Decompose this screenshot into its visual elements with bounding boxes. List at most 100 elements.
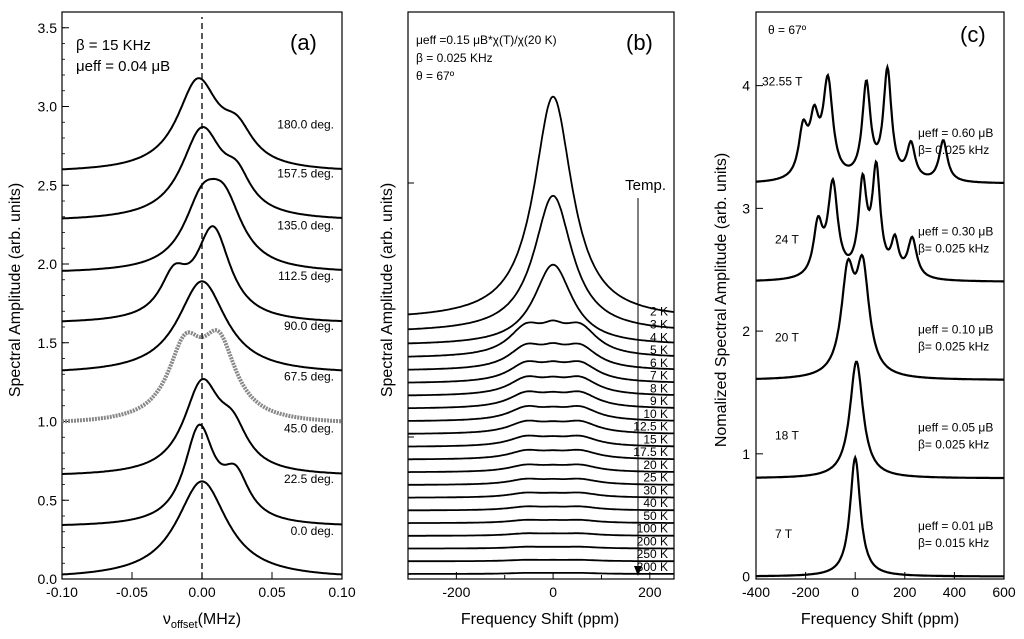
panel-b-temp-label: 15 K bbox=[643, 432, 668, 446]
panel-c-ytick-label: 4 bbox=[742, 78, 750, 94]
panel-b-curve bbox=[408, 477, 674, 486]
panel-c-mu-label: μeff = 0.60 μB bbox=[918, 126, 993, 140]
panel-c-mu-label: μeff = 0.10 μB bbox=[918, 323, 993, 337]
panel-a-xlabel: νoffset(MHz) bbox=[163, 611, 241, 631]
panel-b-info-beta: β = 0.025 KHz bbox=[416, 51, 493, 65]
panel-b-temp-label: 9 K bbox=[650, 394, 668, 408]
panel-b-curve bbox=[408, 491, 674, 499]
panel-a: -0.10 -0.05 0.00 0.05 0.10 0.0 0.5 1.0 1.5 2.0 2.5… bbox=[7, 11, 356, 631]
panel-b-curve bbox=[408, 404, 674, 422]
panel-b-temp-label: 50 K bbox=[643, 509, 668, 523]
panel-a-ytick-label: 2.0 bbox=[38, 256, 58, 272]
panel-a-curve-label: 135.0 deg. bbox=[277, 218, 334, 232]
panel-a-xlabel-unit: (MHz) bbox=[198, 611, 242, 628]
panel-b-temp-label: 300 K bbox=[637, 560, 668, 574]
panel-b-temp-label: 12.5 K bbox=[633, 420, 668, 434]
panel-b-frame bbox=[407, 11, 675, 580]
panel-b-legend: 2 K3 K4 K5 K6 K7 K8 K9 K10 K12.5 K15 K17… bbox=[625, 177, 668, 576]
panel-b: -200 0 200 2 K3 K4 K5 K6 K7 K8 K9 K10 K12.… bbox=[379, 11, 675, 628]
panel-a-curve bbox=[61, 225, 343, 323]
panel-c-beta-label: β= 0.015 kHz bbox=[918, 536, 989, 550]
panel-c-ylabel: Nomalized Spectral Amplitude (arb. units… bbox=[713, 153, 730, 447]
panel-c-label: (c) bbox=[960, 22, 986, 47]
panel-c-mu-label: μeff = 0.30 μB bbox=[918, 224, 993, 238]
panel-c-beta-label: β= 0.025 kHz bbox=[918, 340, 989, 354]
panel-c-beta-label: β= 0.025 kHz bbox=[918, 143, 989, 157]
panel-c-ytick-label: 1 bbox=[742, 446, 750, 462]
panel-a-curve-label: 22.5 deg. bbox=[284, 472, 334, 486]
panel-b-curve bbox=[407, 390, 674, 410]
panel-c-curve bbox=[756, 360, 1004, 480]
panel-b-curves bbox=[407, 95, 675, 575]
panel-c-ytick-label: 3 bbox=[742, 200, 750, 216]
panel-a-ytick-label: 3.0 bbox=[38, 99, 58, 115]
panel-c-field-label: 32.55 T bbox=[762, 75, 803, 89]
panel-c-frame bbox=[755, 11, 1005, 580]
panel-a-info-beta: β = 15 KHz bbox=[76, 37, 151, 54]
panel-b-temp-label: 100 K bbox=[637, 522, 668, 536]
panel-b-temp-label: 8 K bbox=[650, 381, 668, 395]
panel-c-xtick-label: -400 bbox=[742, 584, 770, 600]
panel-b-temp-label: 250 K bbox=[637, 547, 668, 561]
panel-a-ticks: -0.10 -0.05 0.00 0.05 0.10 0.0 0.5 1.0 1.5 2.0 2.5… bbox=[38, 20, 356, 600]
panel-b-label: (b) bbox=[626, 30, 653, 55]
panel-b-curve bbox=[407, 360, 674, 384]
panel-a-xlabel-main: ν bbox=[163, 611, 171, 628]
panel-a-info-mu: μeff = 0.04 μB bbox=[76, 58, 170, 75]
panel-b-temp-label: 7 K bbox=[650, 369, 668, 383]
panel-b-temp-label: 3 K bbox=[650, 318, 668, 332]
panel-b-curve bbox=[408, 448, 674, 461]
panel-b-temp-label: 2 K bbox=[650, 305, 668, 319]
panel-a-curve bbox=[62, 377, 343, 475]
panel-a-ytick-label: 0.0 bbox=[38, 571, 58, 587]
panel-b-curve bbox=[407, 194, 675, 331]
panel-b-temp-label: 25 K bbox=[643, 471, 668, 485]
panel-b-curve bbox=[407, 263, 674, 345]
panel-c-ytick-label: 0 bbox=[742, 569, 750, 585]
panel-b-xlabel: Frequency Shift (ppm) bbox=[461, 611, 619, 628]
panel-b-xtick-label: 200 bbox=[638, 584, 662, 600]
panel-b-curve bbox=[408, 505, 674, 512]
panel-c-info-theta: θ = 67º bbox=[768, 23, 807, 37]
panel-b-temp-label: 4 K bbox=[650, 330, 668, 344]
panel-b-temp-label: 5 K bbox=[650, 343, 668, 357]
panel-b-temp-label: 20 K bbox=[643, 458, 668, 472]
panel-a-curve-label: 90.0 deg. bbox=[284, 319, 334, 333]
panel-b-curve bbox=[408, 434, 674, 448]
panel-a-curve-label: 45.0 deg. bbox=[284, 422, 334, 436]
panel-c-xlabel: Frequency Shift (ppm) bbox=[801, 611, 959, 628]
panel-b-info-mu: μeff =0.15 μB*χ(T)/χ(20 K) bbox=[416, 33, 557, 47]
panel-c-xtick-label: 0 bbox=[851, 584, 859, 600]
panel-c-labels: 7 T μeff = 0.01 μB β= 0.015 kHz 18 T μeff = … bbox=[762, 75, 993, 550]
panel-b-ylabel: Spectral Amplitude (arb. units) bbox=[379, 183, 396, 397]
panel-b-temp-label: 6 K bbox=[650, 356, 668, 370]
panel-a-label: (a) bbox=[290, 30, 317, 55]
panel-a-xtick-label: -0.10 bbox=[46, 584, 78, 600]
panel-b-arrow-head bbox=[634, 566, 642, 576]
panel-a-xtick-label: -0.05 bbox=[116, 584, 148, 600]
panel-c-ytick-label: 2 bbox=[742, 323, 750, 339]
panel-c-field-label: 24 T bbox=[775, 232, 799, 246]
panel-b-info-theta: θ = 67º bbox=[416, 69, 455, 83]
panel-b-temp-label: 30 K bbox=[643, 483, 668, 497]
panel-a-xtick-label: 0.05 bbox=[258, 584, 285, 600]
panel-b-curve bbox=[408, 532, 674, 537]
panel-a-curve bbox=[62, 77, 343, 171]
panel-b-legend-title: Temp. bbox=[625, 177, 666, 194]
panel-b-curve bbox=[408, 319, 675, 358]
panel-b-xtick-label: 0 bbox=[549, 584, 557, 600]
panel-a-curve-label: 180.0 deg. bbox=[277, 118, 334, 132]
panel-b-curve bbox=[408, 572, 674, 575]
panel-c-curve bbox=[756, 159, 1004, 283]
panel-b-curve bbox=[408, 545, 674, 550]
panel-b-xtick-label: -200 bbox=[442, 584, 470, 600]
panel-a-ylabel: Spectral Amplitude (arb. units) bbox=[7, 183, 24, 397]
panel-b-curve bbox=[407, 342, 674, 371]
panel-a-ytick-label: 2.5 bbox=[38, 177, 58, 193]
panel-b-temp-label: 10 K bbox=[643, 407, 668, 421]
panel-c-mu-label: μeff = 0.05 μB bbox=[918, 421, 993, 435]
panel-a-ytick-label: 1.0 bbox=[38, 414, 58, 430]
panel-c-xtick-label: 200 bbox=[893, 584, 917, 600]
panel-a-ytick-label: 3.5 bbox=[38, 20, 58, 36]
panel-c: -400 -200 0 200 400 600 0 1 2 3 4 7 T μeff = 0.01 μ… bbox=[713, 11, 1016, 628]
